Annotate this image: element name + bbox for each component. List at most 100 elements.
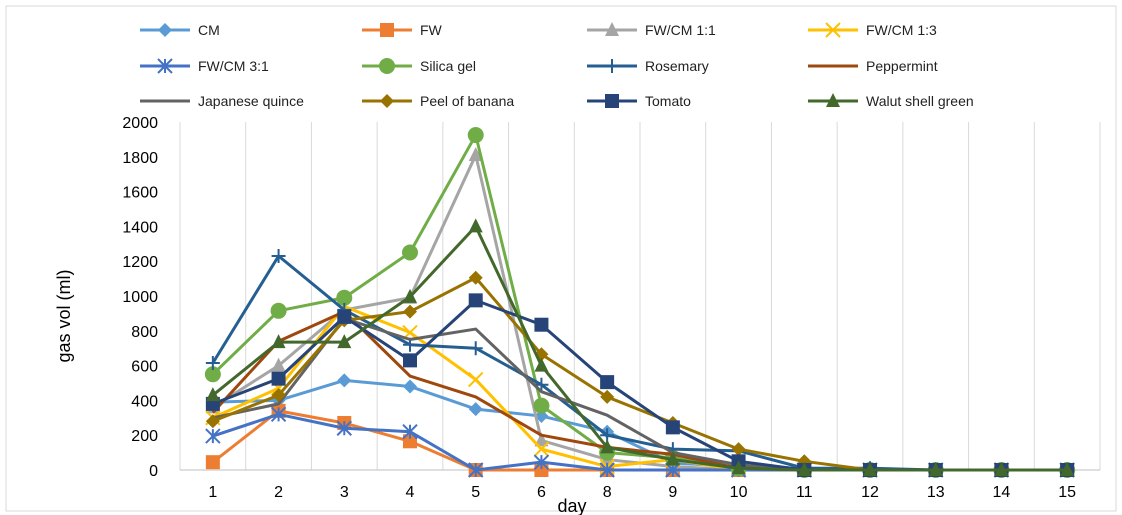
data-point xyxy=(271,371,286,386)
data-point xyxy=(337,309,352,324)
data-point xyxy=(600,439,615,454)
data-point xyxy=(403,353,417,368)
x-tick-label: 5 xyxy=(471,484,480,501)
data-point xyxy=(336,289,353,306)
y-tick-label: 1200 xyxy=(122,254,158,271)
legend-marker xyxy=(826,93,840,107)
legend-marker xyxy=(379,58,395,74)
data-point xyxy=(205,455,220,470)
x-tick-label: 8 xyxy=(603,484,612,501)
legend-marker xyxy=(157,58,173,74)
data-point xyxy=(271,388,286,403)
y-tick-label: 600 xyxy=(131,359,158,376)
data-point xyxy=(337,334,352,349)
data-point xyxy=(533,397,550,414)
legend-marker xyxy=(605,94,619,108)
data-point xyxy=(205,355,220,370)
legend-marker xyxy=(380,23,394,37)
x-tick-label: 10 xyxy=(730,484,748,501)
y-tick-label: 0 xyxy=(149,463,158,480)
x-tick-label: 12 xyxy=(861,484,879,501)
data-point xyxy=(599,462,615,478)
data-point xyxy=(468,371,484,388)
data-point xyxy=(271,248,286,263)
legend-item-fw-cm-3-1: FW/CM 3:1 xyxy=(140,58,269,74)
data-point xyxy=(533,441,550,457)
legend-label: FW/CM 1:1 xyxy=(645,22,716,38)
data-point xyxy=(403,288,417,303)
data-point xyxy=(271,357,286,372)
x-tick-label: 9 xyxy=(668,484,677,501)
data-point xyxy=(600,375,615,390)
legend-item-japanese-quince: Japanese quince xyxy=(140,93,304,109)
x-tick-label: 11 xyxy=(796,484,813,501)
y-tick-label: 400 xyxy=(131,393,158,410)
legend-label: Walut shell green xyxy=(866,93,974,109)
grid xyxy=(179,122,1101,470)
legend-marker xyxy=(380,94,394,108)
data-point xyxy=(402,424,418,440)
legend-label: Tomato xyxy=(645,93,691,109)
series-walut-shell-green xyxy=(205,218,1075,476)
y-tick-label: 1600 xyxy=(122,185,158,202)
legend-label: Peel of banana xyxy=(420,93,514,109)
x-tick-label: 6 xyxy=(537,484,546,501)
legend-marker xyxy=(825,22,841,38)
data-point xyxy=(665,451,680,466)
legend-item-silica-gel: Silica gel xyxy=(362,58,476,74)
data-point xyxy=(665,420,680,435)
data-point xyxy=(468,402,483,417)
data-point xyxy=(270,302,287,319)
data-point xyxy=(928,462,943,476)
data-point xyxy=(731,460,746,475)
legend-label: Peppermint xyxy=(866,58,938,74)
y-tick-label: 800 xyxy=(131,324,158,341)
data-point xyxy=(403,434,417,449)
x-tick-label: 14 xyxy=(993,484,1011,501)
y-tick-label: 1000 xyxy=(122,289,158,306)
data-point xyxy=(468,341,483,356)
data-point xyxy=(468,270,483,285)
legend-item-fw-cm-1-3: FW/CM 1:3 xyxy=(808,22,937,38)
data-point xyxy=(467,127,484,144)
data-point xyxy=(1060,462,1075,476)
x-axis-title: day xyxy=(557,496,586,515)
legend-marker xyxy=(158,23,172,37)
legend-label: FW xyxy=(420,22,443,38)
legend-label: FW/CM 3:1 xyxy=(198,58,269,74)
legend-item-walut-shell-green: Walut shell green xyxy=(808,93,974,109)
y-tick-label: 2000 xyxy=(122,115,158,132)
data-point xyxy=(204,366,221,383)
data-point xyxy=(337,373,352,388)
legend-item-peppermint: Peppermint xyxy=(808,58,938,74)
data-point xyxy=(403,379,417,394)
data-point xyxy=(468,293,483,308)
legend-item-rosemary: Rosemary xyxy=(587,58,709,74)
legend-item-cm: CM xyxy=(140,22,220,38)
legend-item-peel-of-banana: Peel of banana xyxy=(362,93,514,109)
legend: CM FW FW/CM 1:1 FW/CM 1:3 FW/CM 3:1 Silica ge… xyxy=(140,22,974,109)
data-point xyxy=(270,406,287,423)
data-point xyxy=(402,244,418,261)
data-point xyxy=(534,357,549,372)
data-point xyxy=(534,432,549,447)
data-point xyxy=(534,377,549,392)
data-point xyxy=(994,462,1009,476)
legend-marker xyxy=(605,59,619,73)
data-point xyxy=(863,462,877,476)
legend-label: Japanese quince xyxy=(198,93,304,109)
legend-label: CM xyxy=(198,22,220,38)
data-point xyxy=(534,317,549,332)
legend-item-fw-cm-1-1: FW/CM 1:1 xyxy=(587,22,716,38)
y-tick-label: 1400 xyxy=(122,219,158,236)
data-point xyxy=(403,304,417,319)
data-point xyxy=(731,442,746,457)
y-tick-label: 1800 xyxy=(122,150,158,167)
legend-label: FW/CM 1:3 xyxy=(866,22,937,38)
y-tick-label: 200 xyxy=(131,428,158,445)
series-line xyxy=(211,224,1068,472)
data-point xyxy=(271,334,286,349)
plot-area xyxy=(204,127,1076,478)
y-axis-title: gas vol (ml) xyxy=(54,269,74,362)
